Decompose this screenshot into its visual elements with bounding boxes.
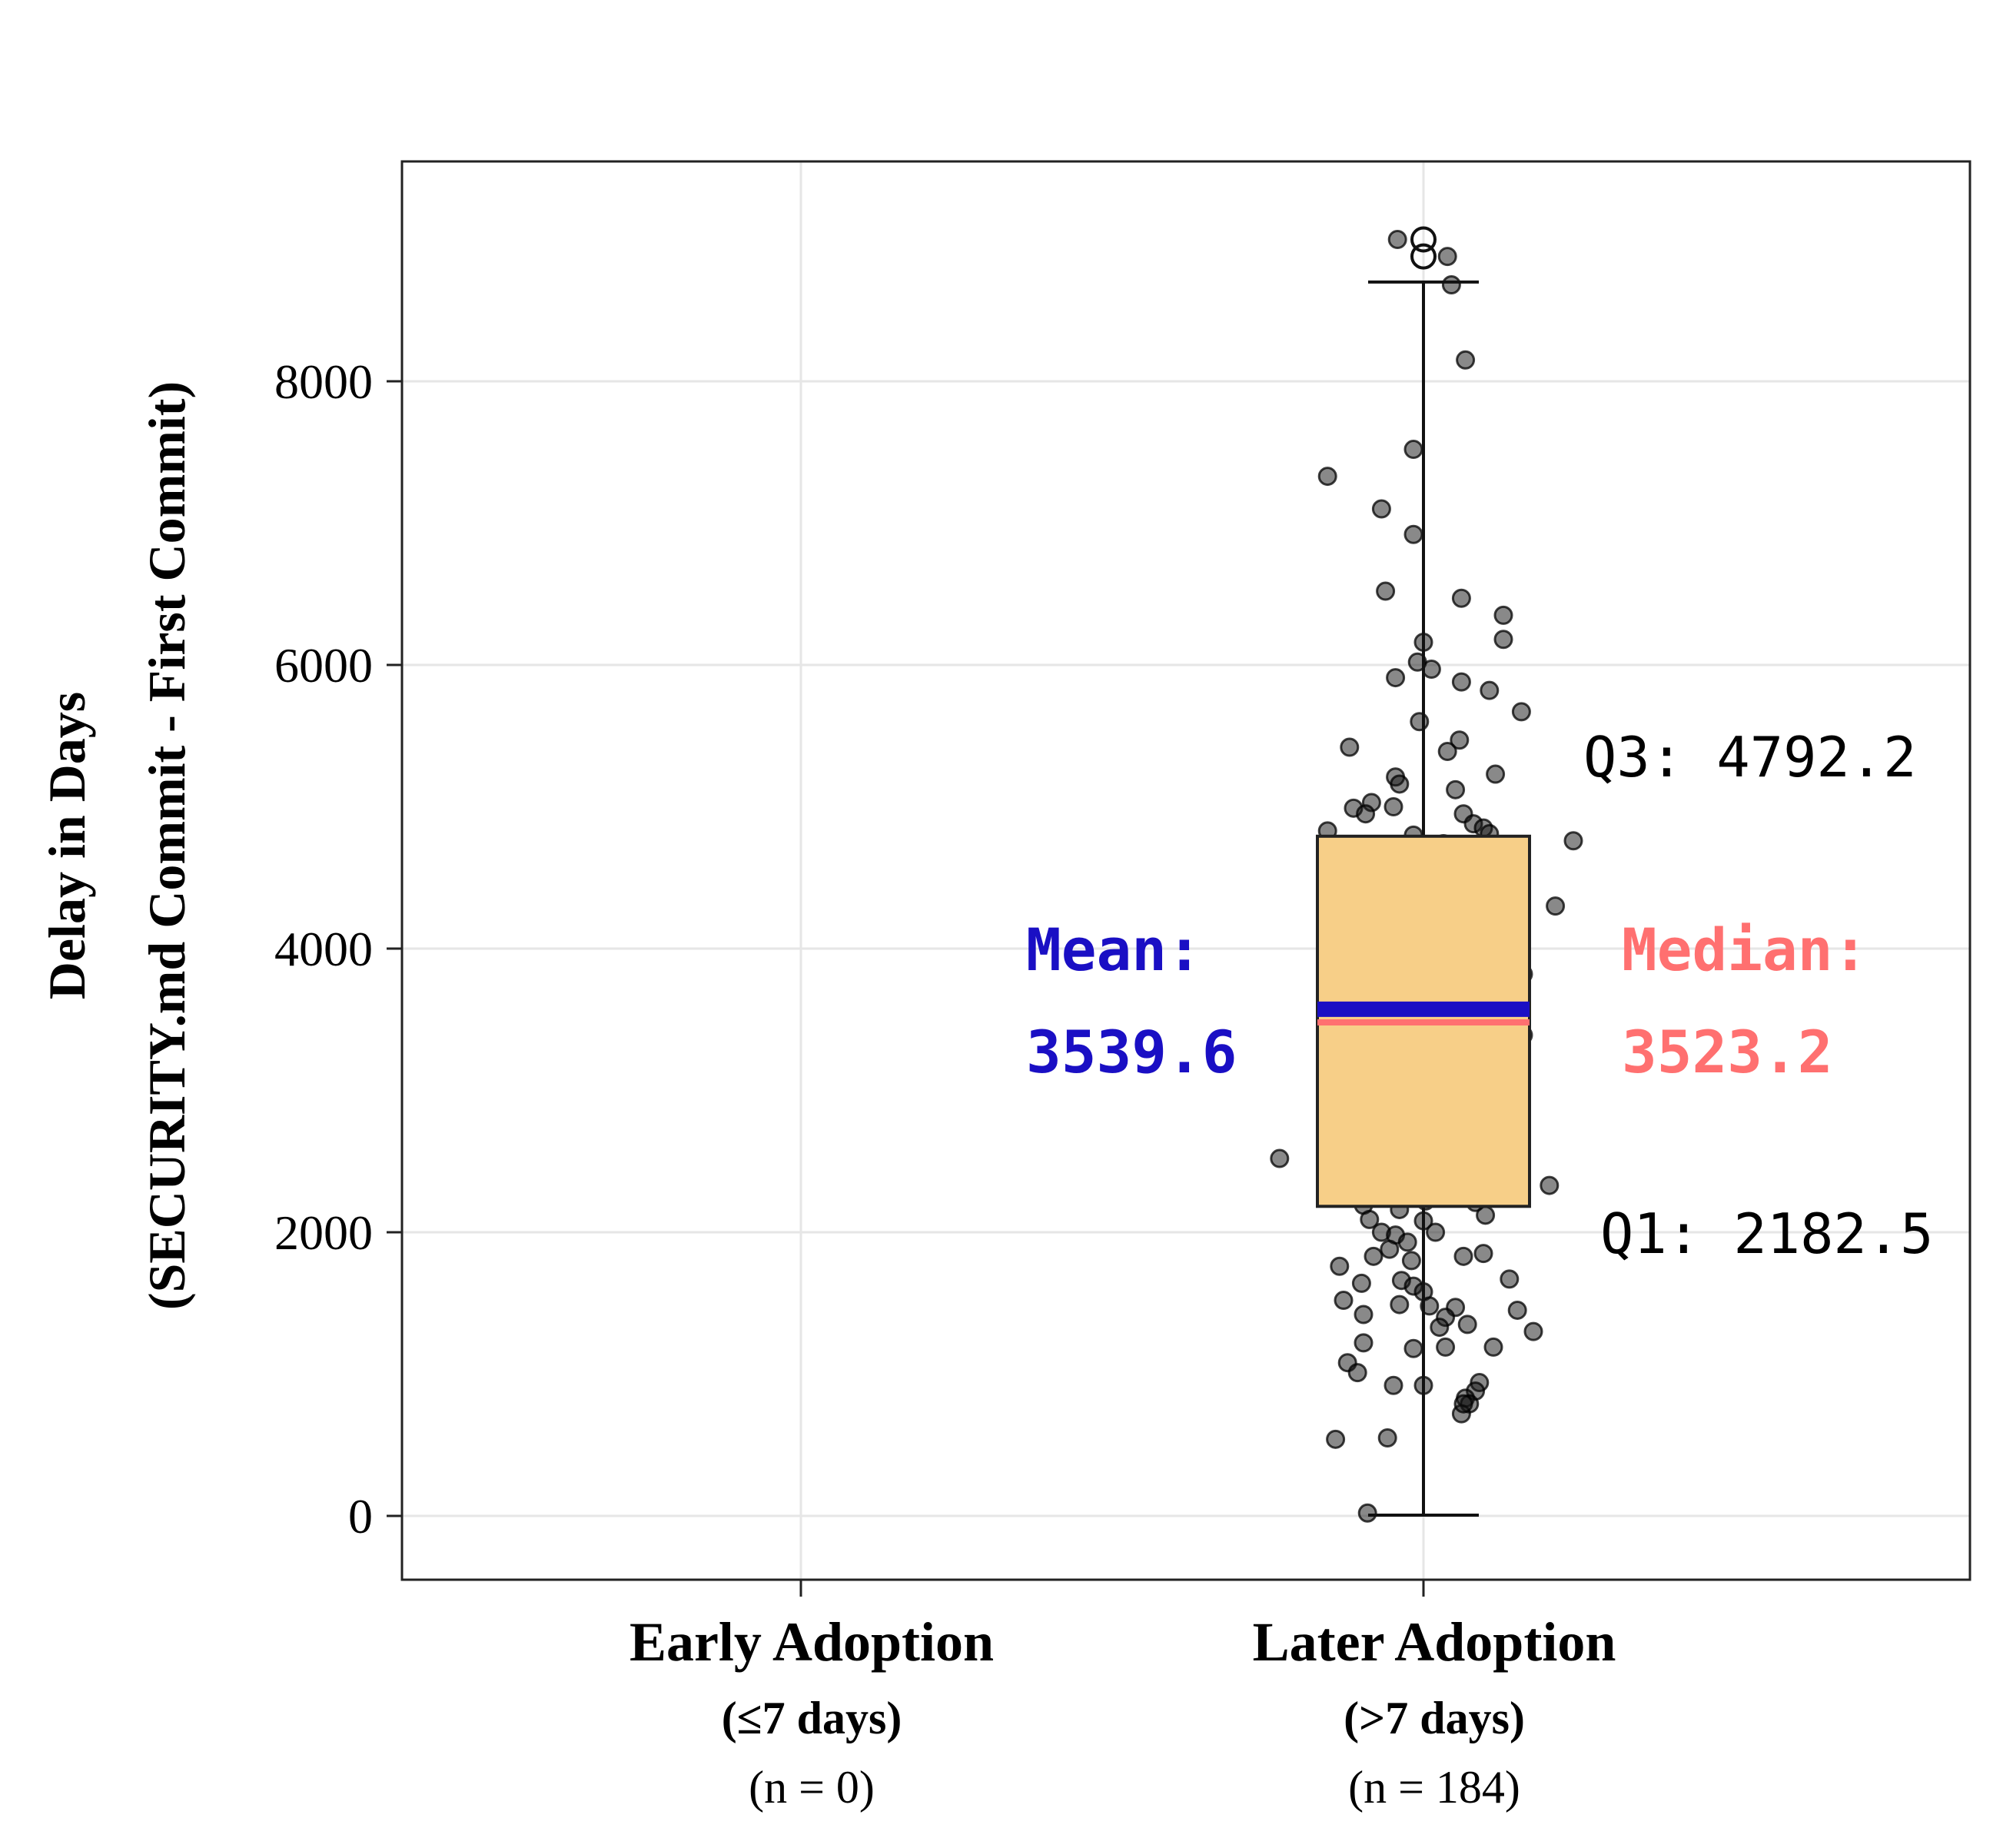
later-adoption-boxplot [1316,226,1531,1517]
data-point [1457,1315,1477,1334]
y-axis-ticks: 0 2000 4000 6000 8000 [274,354,402,1544]
data-point [1326,1429,1346,1449]
data-point [1354,1333,1374,1353]
data-point [1397,1232,1417,1252]
data-point [1451,588,1471,608]
median-value: 3523.2 [1622,1018,1833,1086]
median-label: Median: [1622,916,1868,984]
data-point [1364,1246,1383,1266]
y-tick-label: 8000 [274,354,373,409]
data-point [1451,672,1471,692]
data-point [1453,1394,1473,1414]
outlier-marker [1410,243,1437,270]
y-axis-label-line1: Delay in Days [38,692,96,999]
y-tick-label: 6000 [274,638,373,693]
plot-frame [400,160,1971,1581]
data-point [1426,1222,1446,1242]
data-point [1354,1305,1374,1325]
data-point [1387,229,1407,249]
data-point [1357,1503,1377,1523]
data-point [1421,660,1441,680]
data-point [1317,467,1337,487]
data-point [1476,1205,1496,1225]
q3-annotation: Q3: 4792.2 [1583,725,1916,789]
data-point [1403,440,1423,460]
data-point [1371,499,1391,519]
data-point [1511,702,1531,722]
data-point [1493,630,1513,650]
data-point [1360,1209,1380,1229]
data-point [1377,1428,1397,1447]
data-point [1441,275,1461,295]
data-point [1386,668,1406,688]
category-subtitle: (>7 days) [1344,1693,1525,1743]
data-point [1436,1337,1456,1357]
data-point [1456,350,1476,370]
data-point [1410,712,1430,732]
data-point [1403,524,1423,544]
category-title: Later Adoption [1253,1611,1616,1673]
category-subtitle: (≤7 days) [722,1693,902,1743]
data-point [1380,1239,1400,1259]
data-point [1356,804,1376,824]
data-point [1493,605,1513,625]
outlier-marker [1410,226,1437,253]
data-point [1340,737,1360,757]
data-point [1453,1246,1473,1266]
data-point [1473,1244,1493,1264]
data-point [1450,730,1470,750]
data-point [1483,1337,1503,1357]
data-point [1523,1321,1543,1341]
data-point [1420,1296,1440,1316]
mean-value: 3539.6 [1026,1018,1237,1086]
data-point [1403,1338,1423,1358]
q1-annotation: Q1: 2182.5 [1600,1202,1933,1266]
data-point [1563,831,1583,851]
data-point [1390,774,1410,794]
data-point [1390,1295,1410,1315]
y-tick-label: 0 [348,1489,373,1544]
data-point [1486,764,1506,784]
mean-label: Mean: [1026,916,1202,984]
data-point [1347,1363,1367,1383]
y-axis-label-line2: (SECURITY.md Commit - First Commit) [138,381,196,1310]
data-point [1446,779,1466,799]
data-point [1376,581,1396,601]
data-point [1401,1251,1421,1271]
category-title: Early Adoption [629,1611,994,1673]
data-point [1330,1256,1350,1276]
data-point [1430,1318,1450,1338]
data-point [1546,896,1566,916]
data-point [1383,1375,1403,1395]
x-axis-categories: Early Adoption (≤7 days) (n = 0) Later Adop… [629,1580,1616,1813]
category-count: (n = 0) [749,1762,875,1813]
data-point [1540,1175,1560,1195]
data-point [1480,680,1500,700]
grid-lines [402,161,1970,1580]
data-point [1334,1291,1354,1311]
category-count: (n = 184) [1348,1762,1520,1813]
data-point [1437,742,1457,762]
data-point [1351,1273,1371,1293]
y-tick-label: 4000 [274,922,373,976]
data-point [1437,247,1457,267]
data-point [1270,1148,1290,1168]
data-point [1500,1269,1520,1289]
data-point [1507,1300,1527,1320]
data-point [1383,796,1403,816]
y-tick-label: 2000 [274,1205,373,1260]
